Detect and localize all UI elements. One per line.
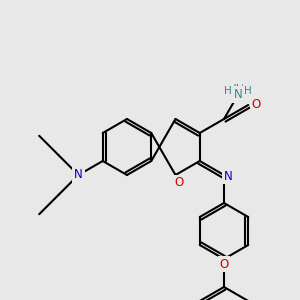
Text: H: H (244, 86, 252, 96)
Text: N: N (74, 169, 83, 182)
Text: O: O (175, 176, 184, 190)
Text: N: N (234, 88, 242, 101)
Text: O: O (252, 98, 261, 112)
Text: O: O (219, 257, 229, 271)
Text: H: H (224, 86, 232, 96)
Text: NH₂: NH₂ (228, 83, 250, 96)
Text: N: N (224, 169, 232, 182)
